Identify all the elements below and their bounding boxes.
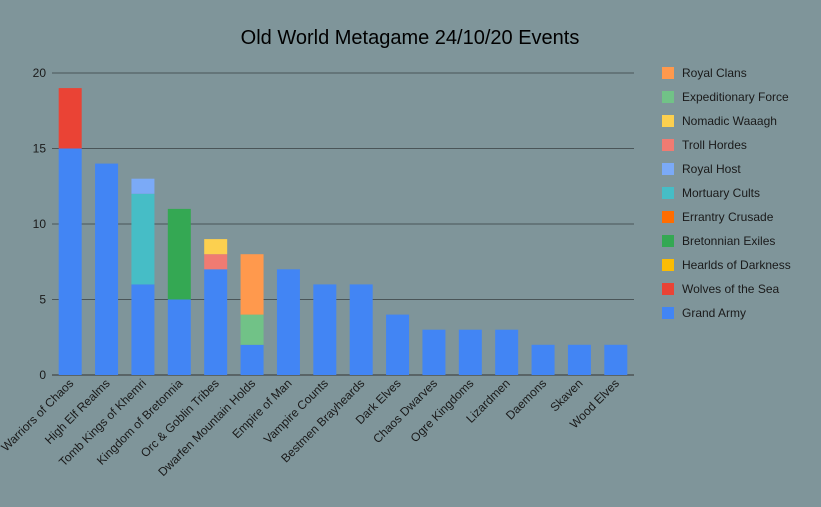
bar-segment	[386, 314, 410, 375]
y-tick-label: 20	[33, 66, 47, 80]
legend-label: Wolves of the Sea	[682, 282, 779, 296]
legend-swatch	[662, 259, 674, 271]
bar-segment	[167, 299, 191, 375]
bar-segment	[204, 239, 228, 255]
bar-segment	[204, 269, 228, 375]
chart-title: Old World Metagame 24/10/20 Events	[241, 27, 580, 49]
legend-label: Errantry Crusade	[682, 210, 774, 224]
legend-swatch	[662, 283, 674, 295]
bar-segment	[131, 178, 155, 194]
legend-label: Troll Hordes	[682, 138, 747, 152]
bar-segment	[531, 344, 555, 375]
x-tick-label: Vampire Counts	[261, 376, 331, 446]
legend-swatch	[662, 235, 674, 247]
x-tick-label: High Elf Realms	[42, 376, 113, 447]
bar-segment	[240, 254, 264, 315]
y-tick-label: 5	[39, 293, 46, 307]
bar-segment	[131, 193, 155, 285]
bar-segment	[495, 329, 519, 375]
legend-label: Bretonnian Exiles	[682, 234, 775, 248]
x-tick-label: Ogre Kingdoms	[408, 376, 477, 445]
bar-segment	[567, 344, 591, 375]
legend-label: Royal Clans	[682, 66, 747, 80]
legend-swatch	[662, 67, 674, 79]
bar-segment	[131, 284, 155, 375]
legend: Royal Clans Expeditionary Force Nomadic Wa…	[662, 66, 791, 320]
bar-segment	[313, 284, 337, 375]
bar-segment	[349, 284, 373, 375]
x-tick-label: Chaos Dwarves	[370, 376, 440, 446]
legend-label: Grand Army	[682, 306, 746, 320]
legend-swatch	[662, 187, 674, 199]
y-axis-ticks: 0 5 10 15 20	[33, 66, 47, 382]
bar-segment	[58, 148, 82, 375]
bar-segment	[604, 344, 628, 375]
bar-segment	[167, 208, 191, 300]
bar-segment	[240, 344, 264, 375]
legend-label: Hearlds of Darkness	[682, 258, 791, 272]
legend-label: Royal Host	[682, 162, 741, 176]
bar-segment	[240, 314, 264, 345]
legend-swatch	[662, 163, 674, 175]
legend-swatch	[662, 91, 674, 103]
x-tick-label: Daemons	[503, 376, 549, 422]
legend-swatch	[662, 211, 674, 223]
y-tick-label: 15	[33, 142, 47, 156]
legend-swatch	[662, 115, 674, 127]
y-tick-label: 10	[33, 217, 47, 231]
bar-segment	[422, 329, 446, 375]
legend-label: Mortuary Cults	[682, 186, 760, 200]
legend-swatch	[662, 139, 674, 151]
bar-segment	[458, 329, 482, 375]
bars	[58, 88, 628, 375]
bar-segment	[276, 269, 300, 375]
legend-label: Nomadic Waaagh	[682, 114, 777, 128]
legend-swatch	[662, 307, 674, 319]
legend-label: Expeditionary Force	[682, 90, 789, 104]
y-tick-label: 0	[39, 368, 46, 382]
bar-segment	[204, 254, 228, 270]
bar-segment	[58, 88, 82, 149]
bar-segment	[95, 163, 119, 375]
